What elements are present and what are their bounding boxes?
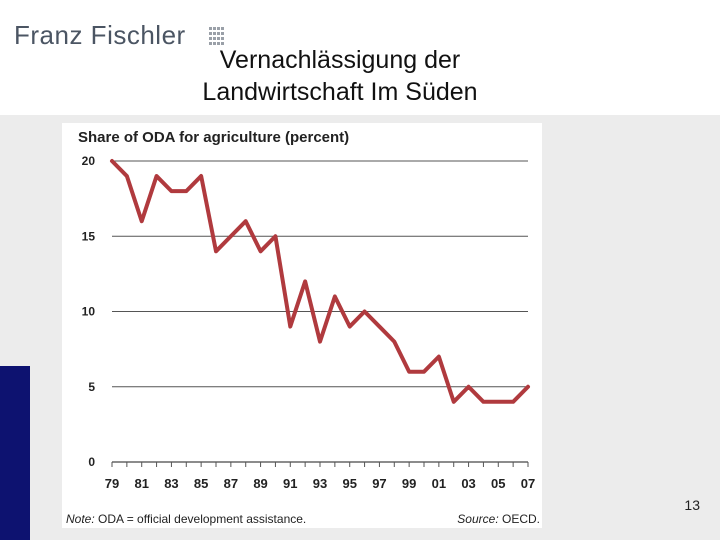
x-tick-label: 81: [134, 476, 148, 491]
data-point: [377, 325, 381, 329]
x-tick-label: 89: [253, 476, 267, 491]
note-prefix: Note:: [66, 512, 95, 526]
y-tick-label: 15: [82, 229, 96, 243]
data-point: [481, 400, 485, 404]
data-point: [496, 400, 500, 404]
x-tick-label: 79: [105, 476, 119, 491]
chart-note: Note: ODA = official development assista…: [66, 512, 306, 526]
x-tick-label: 83: [164, 476, 178, 491]
data-point: [229, 234, 233, 238]
data-point: [348, 325, 352, 329]
header-band: [0, 0, 720, 115]
data-point: [333, 294, 337, 298]
source-prefix: Source:: [457, 512, 499, 526]
data-point: [467, 385, 471, 389]
data-point: [392, 340, 396, 344]
data-point: [155, 174, 159, 178]
data-point: [526, 385, 530, 389]
note-text: ODA = official development assistance.: [94, 512, 307, 526]
side-accent-bar: [0, 366, 30, 540]
chart-card: Share of ODA for agriculture (percent) 2…: [62, 123, 542, 528]
data-point: [184, 189, 188, 193]
y-tick-label: 20: [82, 154, 96, 168]
data-point: [452, 400, 456, 404]
data-point: [199, 174, 203, 178]
x-tick-label: 85: [194, 476, 208, 491]
slide-title-line-1: Vernachlässigung der: [219, 46, 461, 74]
data-point: [437, 355, 441, 359]
line-chart: 20 15 10 5 0 79 81 83 85 87 89 91 93 95 97 99 01 03 05 07: [82, 154, 536, 491]
data-point: [288, 325, 292, 329]
data-point: [273, 234, 277, 238]
x-tick-label: 91: [283, 476, 297, 491]
data-point: [125, 174, 129, 178]
y-tick-label: 5: [88, 380, 95, 394]
y-tick-label: 10: [82, 305, 96, 319]
data-point: [511, 400, 515, 404]
data-point: [140, 219, 144, 223]
data-point: [407, 370, 411, 374]
data-point: [244, 219, 248, 223]
y-tick-label: 0: [88, 455, 95, 469]
slide-title-line-2: Landwirtschaft Im Süden: [202, 78, 478, 106]
chart-title: Share of ODA for agriculture (percent): [78, 129, 350, 146]
x-tick-label: 97: [372, 476, 386, 491]
x-tick-label: 07: [521, 476, 535, 491]
data-point: [110, 159, 114, 163]
data-point: [259, 249, 263, 253]
x-tick-label: 93: [313, 476, 327, 491]
grid-logo-icon: [209, 27, 224, 45]
x-tick-label: 87: [224, 476, 238, 491]
data-point: [169, 189, 173, 193]
page-number: 13: [684, 497, 700, 513]
data-point: [318, 340, 322, 344]
source-text: OECD.: [498, 512, 540, 526]
x-tick-label: 99: [402, 476, 416, 491]
data-point: [363, 310, 367, 313]
series-line: [110, 159, 530, 404]
x-tick-label: 03: [461, 476, 475, 491]
data-point: [303, 279, 307, 283]
brand-logo-text: Franz Fischler: [14, 20, 186, 50]
slide-title: Vernachlässigung der Landwirtschaft Im S…: [120, 44, 560, 108]
x-tick-label: 01: [432, 476, 446, 491]
data-point: [214, 249, 218, 253]
x-tick-label: 95: [342, 476, 356, 491]
x-tick-label: 05: [491, 476, 505, 491]
data-point: [422, 370, 426, 374]
chart-source: Source: OECD.: [457, 512, 540, 526]
